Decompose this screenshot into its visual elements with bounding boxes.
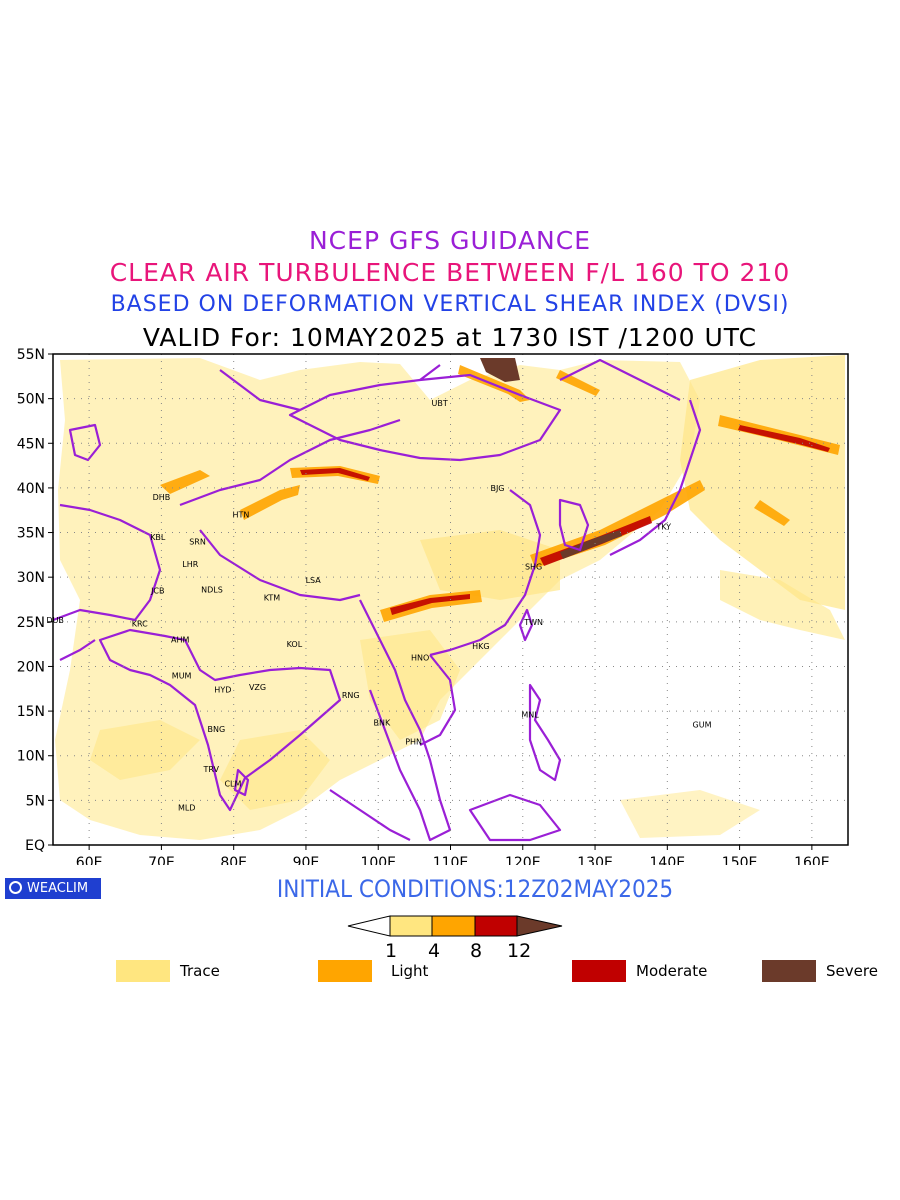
station-ahm: AHM xyxy=(171,636,189,645)
lat-tick-label: 10N xyxy=(17,749,45,765)
lat-tick-label: 25N xyxy=(17,615,45,631)
station-hkg: HKG xyxy=(472,642,489,651)
station-ubt: UBT xyxy=(432,399,448,408)
weaclim-label: WEACLIM xyxy=(27,881,89,896)
colorbar-tick-4: 4 xyxy=(428,940,441,962)
lat-tick-label: 30N xyxy=(17,570,45,586)
map-gridlines xyxy=(53,354,848,845)
station-bjg: BJG xyxy=(490,484,504,493)
turbulence-map: UBT DHB HTN BJG KBL SRN TKY LHR SHG LSA JCB NDLS KTM… xyxy=(17,347,849,865)
colorbar-moderate xyxy=(474,915,518,937)
station-ndls: NDLS xyxy=(201,586,223,595)
station-hyd: HYD xyxy=(214,686,231,695)
lat-tick-label: 15N xyxy=(17,704,45,720)
turbulence-field xyxy=(55,355,845,840)
station-srn: SRN xyxy=(189,537,206,546)
station-mum: MUM xyxy=(172,671,192,680)
station-mld: MLD xyxy=(178,804,196,813)
colorbar xyxy=(347,915,563,937)
lat-tick-label: 55N xyxy=(17,347,45,363)
weaclim-badge[interactable]: WEACLIM xyxy=(5,878,101,899)
lon-tick-label: 120E xyxy=(505,855,541,865)
colorbar-light xyxy=(431,915,476,937)
lat-tick-label: 5N xyxy=(26,793,45,809)
lon-tick-label: 160E xyxy=(794,855,830,865)
station-shg: SHG xyxy=(525,562,542,571)
station-trv: TRV xyxy=(203,765,220,774)
colorbar-tick-1: 1 xyxy=(385,940,398,962)
map-axes: 60E 70E 80E 90E 100E 110E 120E 130E 140E 150E 160E… xyxy=(17,347,830,865)
legend-swatch-severe xyxy=(762,960,816,982)
lat-tick-label: 45N xyxy=(17,436,45,452)
station-vzg: VZG xyxy=(249,683,266,692)
station-kbl: KBL xyxy=(150,533,166,542)
lat-tick-label: 40N xyxy=(17,481,45,497)
station-lsa: LSA xyxy=(306,576,322,585)
weaclim-logo-icon xyxy=(9,881,22,894)
station-dhb: DHB xyxy=(153,493,171,502)
lat-tick-label: 35N xyxy=(17,526,45,542)
legend-label-severe: Severe xyxy=(826,962,878,980)
title-turbulence-level: CLEAR AIR TURBULENCE BETWEEN F/L 160 TO … xyxy=(109,258,791,287)
lon-tick-label: 150E xyxy=(722,855,758,865)
station-ktm: KTM xyxy=(264,594,281,603)
legend-label-trace: Trace xyxy=(180,962,220,980)
station-krc: KRC xyxy=(132,620,148,629)
lat-tick-label: 50N xyxy=(17,392,45,408)
colorbar-high-arrow xyxy=(516,915,563,937)
legend-label-moderate: Moderate xyxy=(636,962,708,980)
station-bnk: BNK xyxy=(373,719,390,728)
lon-tick-label: 90E xyxy=(293,855,320,865)
coastlines-borders xyxy=(53,358,702,842)
lat-tick-label: EQ xyxy=(25,838,45,854)
station-phn: PHN xyxy=(405,737,422,746)
lon-tick-label: 70E xyxy=(148,855,175,865)
title-guidance: NCEP GFS GUIDANCE xyxy=(308,226,591,255)
station-bng: BNG xyxy=(208,725,226,734)
station-gum: GUM xyxy=(693,720,712,729)
station-twn: TWN xyxy=(523,618,543,627)
initial-conditions: INITIAL CONDITIONS:12Z02MAY2025 xyxy=(276,875,674,903)
lon-tick-label: 80E xyxy=(220,855,247,865)
legend-label-light: Light xyxy=(391,962,429,980)
lon-tick-label: 110E xyxy=(433,855,469,865)
station-labels: UBT DHB HTN BJG KBL SRN TKY LHR SHG LSA JCB NDLS KTM… xyxy=(46,399,711,812)
title-method: BASED ON DEFORMATION VERTICAL SHEAR INDE… xyxy=(110,292,790,317)
lon-tick-label: 130E xyxy=(577,855,613,865)
legend-swatch-light xyxy=(318,960,372,982)
station-htn: HTN xyxy=(232,511,249,520)
colorbar-tick-12: 12 xyxy=(507,940,532,962)
station-kol: KOL xyxy=(287,640,303,649)
station-dub: DUB xyxy=(46,616,64,625)
station-clm: CLM xyxy=(224,779,241,788)
title-valid-time: VALID For: 10MAY2025 at 1730 IST /1200 U… xyxy=(142,323,758,352)
station-tky: TKY xyxy=(655,522,671,531)
lat-tick-label: 20N xyxy=(17,659,45,675)
station-hno: HNO xyxy=(411,654,429,663)
station-rng: RNG xyxy=(342,691,360,700)
station-lhr: LHR xyxy=(182,560,198,569)
lon-tick-label: 140E xyxy=(650,855,686,865)
lon-tick-label: 60E xyxy=(76,855,103,865)
colorbar-low-arrow xyxy=(347,915,391,937)
station-jcb: JCB xyxy=(150,587,164,596)
colorbar-tick-8: 8 xyxy=(470,940,483,962)
station-mnl: MNL xyxy=(521,711,539,720)
legend-swatch-trace xyxy=(116,960,170,982)
legend-swatch-moderate xyxy=(572,960,626,982)
colorbar-trace xyxy=(389,915,433,937)
lon-tick-label: 100E xyxy=(360,855,396,865)
